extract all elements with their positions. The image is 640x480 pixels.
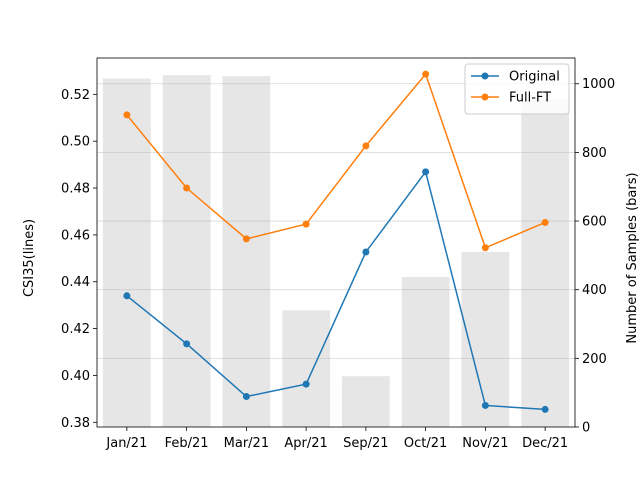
y-tick-label-right: 1000 — [582, 77, 615, 92]
legend-label-Full-FT: Full-FT — [509, 91, 551, 106]
y-tick-label-left: 0.48 — [61, 182, 90, 197]
series-line-Full-FT — [126, 72, 546, 249]
bar-Sep/21 — [341, 376, 390, 427]
bar-Feb/21 — [162, 75, 211, 428]
series-line-Original — [126, 170, 546, 411]
y-tick-label-left: 0.38 — [61, 416, 90, 431]
y-tick-label-left: 0.42 — [61, 322, 90, 337]
bars-layer — [102, 75, 570, 428]
series-point-Original-Sep/21 — [362, 248, 370, 256]
bar-Dec/21 — [521, 99, 570, 427]
bar-Nov/21 — [461, 251, 510, 427]
y-axis-label-left: CSI35(lines) — [22, 219, 37, 297]
plot-frame — [96, 57, 576, 428]
x-tick-label: Dec/21 — [522, 436, 568, 451]
y-tick-label-left: 0.40 — [61, 369, 90, 384]
grid-layer — [97, 83, 575, 359]
x-tick-label: Apr/21 — [284, 436, 327, 451]
axes-layer: 0.38 0.40 0.42 0.44 0.46 0.48 0.50 0.52 0 200 400 6… — [61, 57, 615, 451]
y-tick-label-right: 0 — [582, 421, 590, 436]
bar-Apr/21 — [282, 310, 331, 427]
x-tick-label: Jan/21 — [105, 436, 147, 451]
y-tick-label-right: 800 — [582, 146, 607, 161]
series-point-Original-Dec/21 — [541, 405, 549, 413]
x-tick-label: Sep/21 — [343, 436, 388, 451]
bar-Oct/21 — [401, 276, 450, 427]
y-tick-label-left: 0.52 — [61, 88, 90, 103]
x-tick-label: Mar/21 — [224, 436, 269, 451]
legend-label-Original: Original — [509, 70, 560, 85]
legend-marker-Original — [481, 72, 489, 80]
y-tick-label-left: 0.50 — [61, 135, 90, 150]
series-point-Original-Feb/21 — [183, 340, 191, 348]
bar-Jan/21 — [102, 78, 151, 428]
legend-marker-Full-FT — [481, 93, 489, 101]
x-tick-label: Nov/21 — [462, 436, 508, 451]
bar-Mar/21 — [222, 76, 271, 427]
series-point-Original-Jan/21 — [123, 292, 131, 300]
lines-layer — [123, 70, 549, 413]
x-tick-label: Oct/21 — [404, 436, 447, 451]
series-point-Full-FT-Feb/21 — [183, 184, 191, 192]
y-tick-label-right: 600 — [582, 215, 607, 230]
y-tick-label-left: 0.44 — [61, 275, 90, 290]
x-tick-label: Feb/21 — [165, 436, 209, 451]
series-point-Full-FT-Apr/21 — [302, 220, 310, 228]
series-point-Full-FT-Oct/21 — [422, 70, 430, 78]
legend: Original Full-FT — [464, 63, 570, 115]
series-point-Original-Apr/21 — [302, 380, 310, 388]
y-axis-label-right: Number of Samples (bars) — [625, 172, 640, 343]
series-point-Full-FT-Mar/21 — [242, 235, 250, 243]
series-point-Full-FT-Dec/21 — [541, 218, 549, 226]
y-tick-label-right: 200 — [582, 352, 607, 367]
series-point-Original-Mar/21 — [242, 393, 250, 401]
series-point-Original-Oct/21 — [422, 168, 430, 176]
y-tick-label-right: 400 — [582, 283, 607, 298]
series-point-Full-FT-Jan/21 — [123, 111, 131, 119]
series-point-Full-FT-Sep/21 — [362, 142, 370, 150]
y-tick-label-left: 0.46 — [61, 228, 90, 243]
series-point-Original-Nov/21 — [481, 401, 489, 409]
series-point-Full-FT-Nov/21 — [481, 244, 489, 252]
